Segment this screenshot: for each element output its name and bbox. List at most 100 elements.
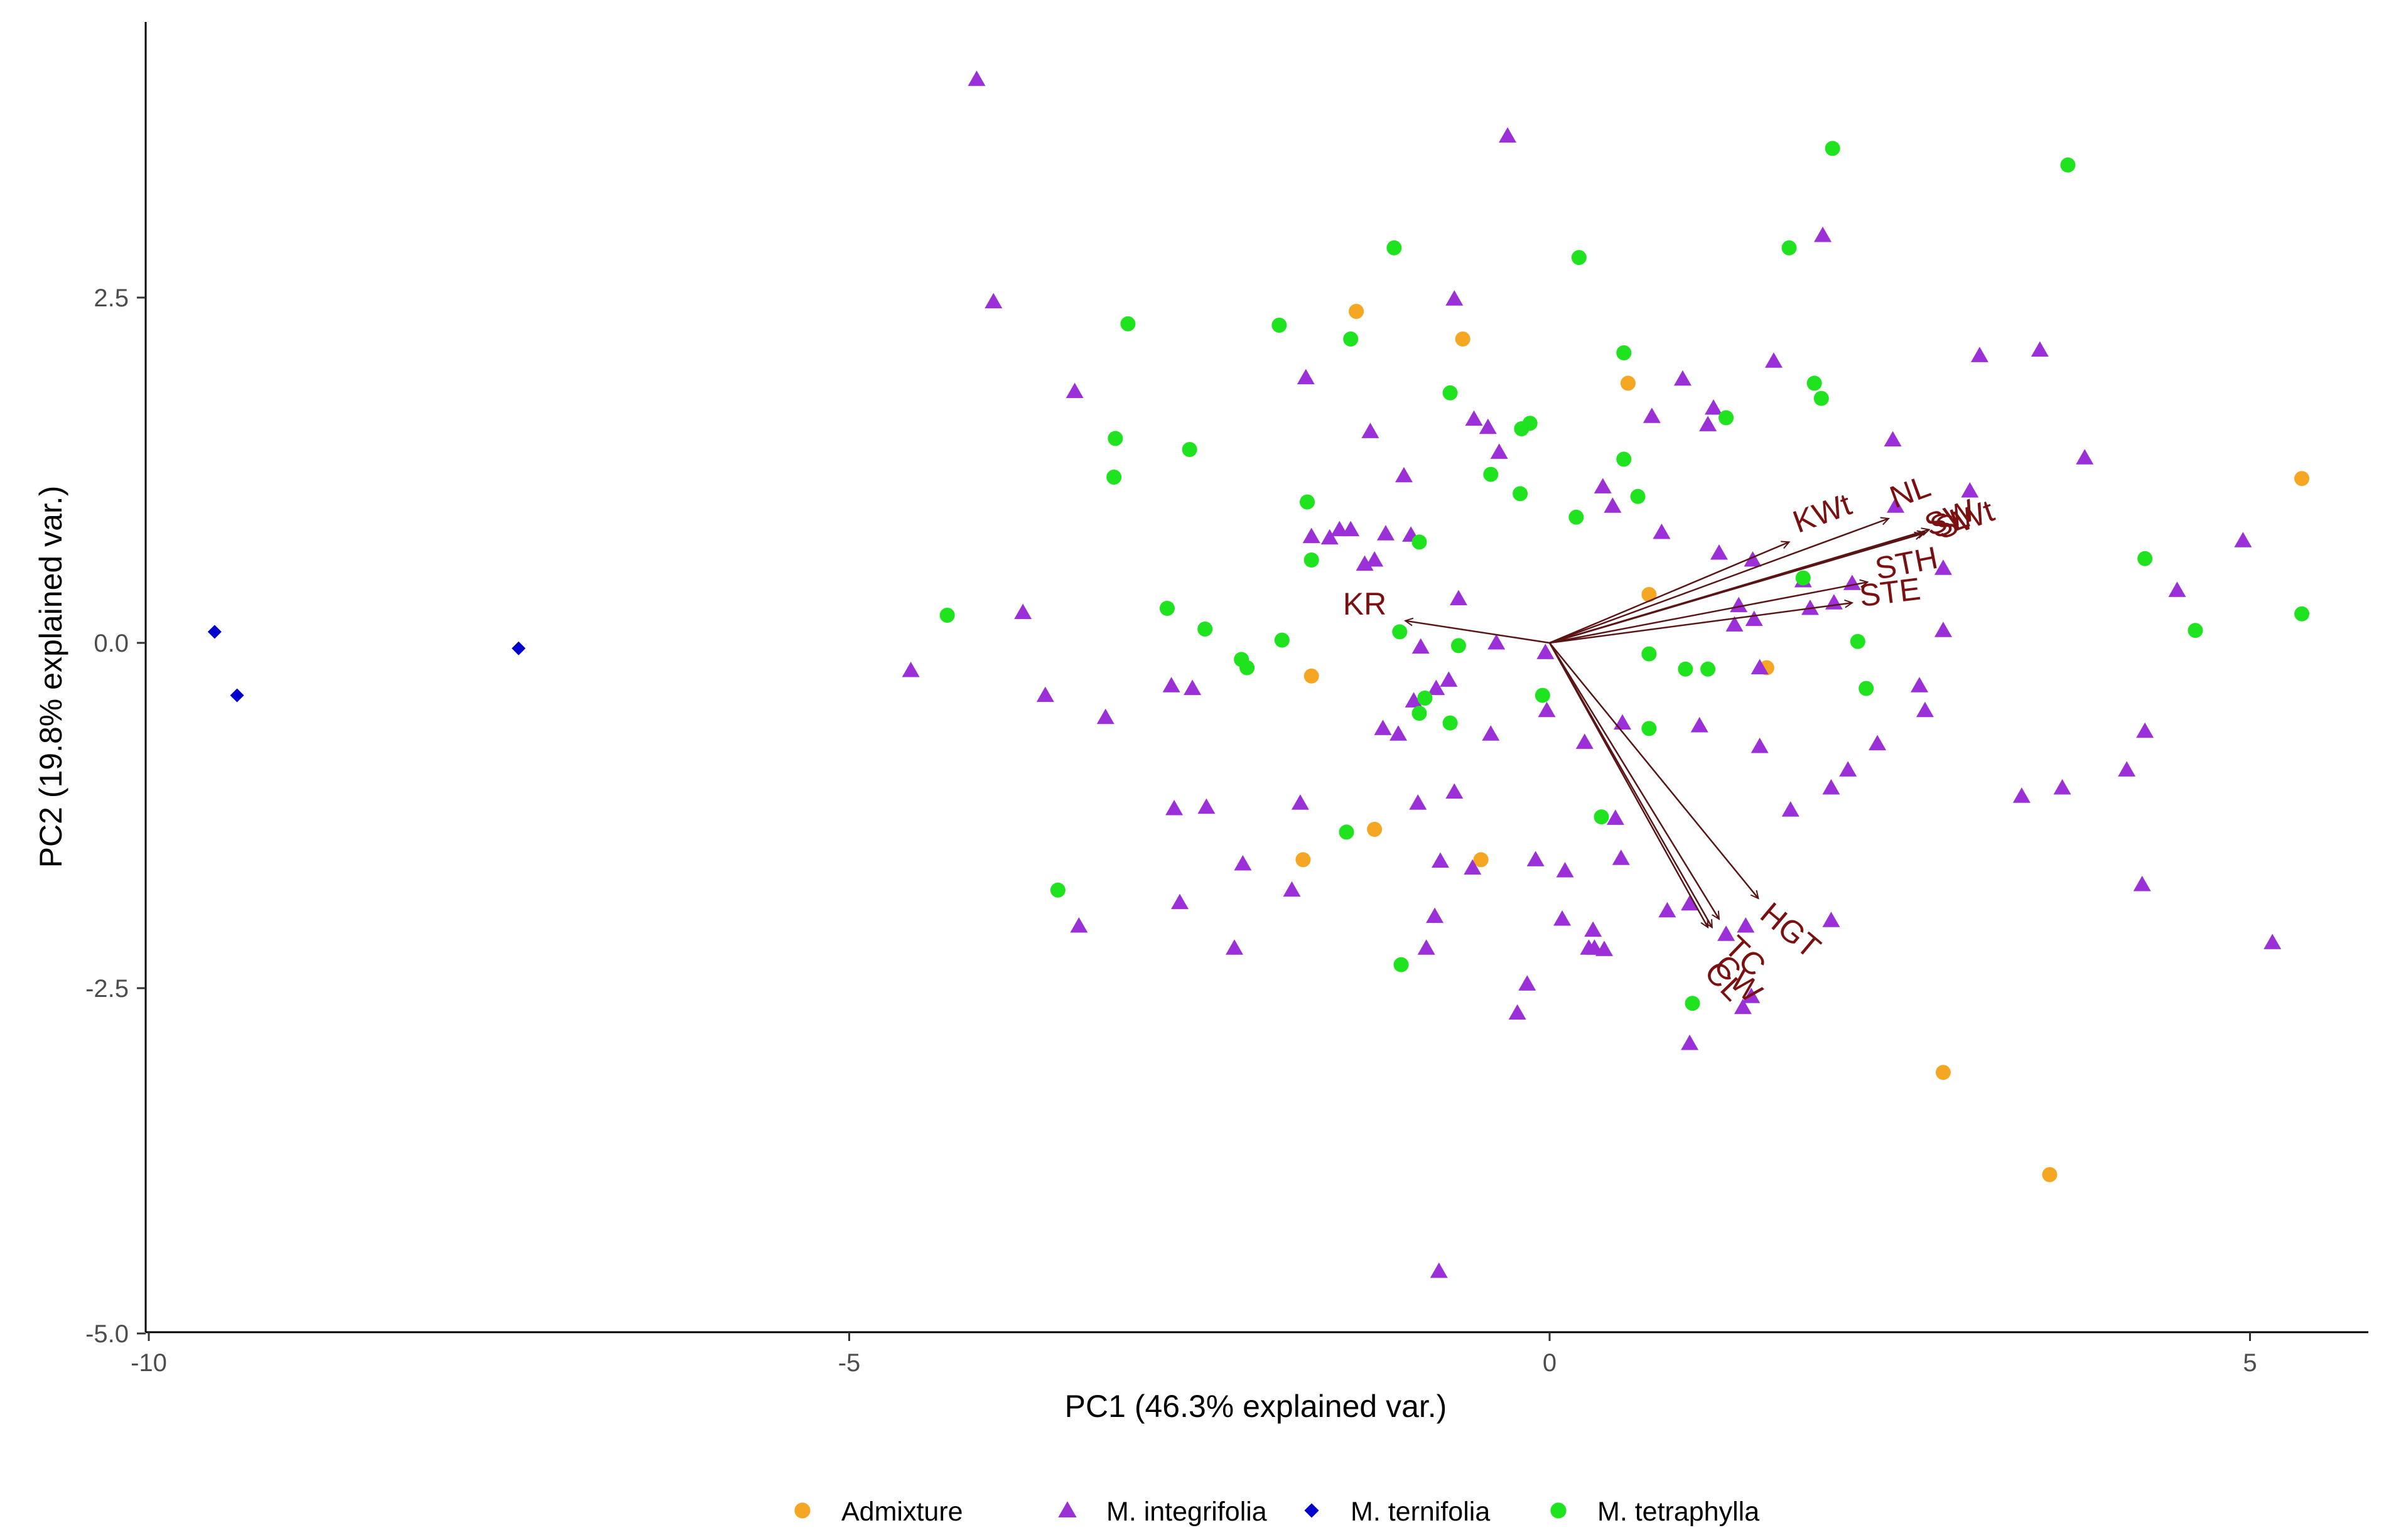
data-point-m-tetraphylla (1386, 240, 1402, 256)
loading-arrow-kr (1405, 621, 1550, 644)
axes-layer (144, 22, 2368, 1333)
data-point-m-integrifolia (2053, 779, 2071, 795)
data-point-m-integrifolia (1681, 895, 1699, 911)
data-point-m-tetraphylla (1700, 661, 1716, 677)
data-point-m-integrifolia (1297, 369, 1315, 385)
data-point-m-tetraphylla (939, 608, 955, 623)
data-point-m-integrifolia (1389, 725, 1408, 741)
loading-arrow-swt (1549, 530, 1929, 644)
data-point-m-integrifolia (2263, 934, 2282, 949)
data-point-m-tetraphylla (1450, 638, 1466, 654)
data-point-m-integrifolia (1184, 679, 1202, 696)
data-point-m-tetraphylla (2294, 606, 2310, 622)
data-point-m-integrifolia (1445, 783, 1464, 799)
data-point-m-tetraphylla (1630, 488, 1646, 504)
data-point-m-integrifolia (1417, 939, 1435, 955)
x-tick-label: -10 (131, 1349, 167, 1377)
data-point-m-integrifolia (1606, 809, 1624, 825)
data-point-m-integrifolia (1690, 717, 1708, 733)
data-point-m-tetraphylla (2137, 551, 2153, 566)
data-point-m-tetraphylla (1159, 601, 1175, 616)
data-point-m-integrifolia (2168, 581, 2186, 597)
data-point-m-integrifolia (1745, 610, 1763, 627)
data-point-m-tetraphylla (1781, 240, 1797, 256)
loading-arrow-kwt (1549, 542, 1789, 644)
data-point-m-tetraphylla (1274, 632, 1290, 648)
data-point-m-integrifolia (1681, 1035, 1699, 1050)
data-point-m-tetraphylla (1339, 824, 1354, 840)
data-point-m-ternifolia (230, 688, 244, 703)
data-point-m-integrifolia (1781, 801, 1799, 817)
data-point-m-integrifolia (1197, 798, 1216, 814)
data-point-m-integrifolia (1405, 692, 1423, 708)
legend-item-admixture: Admixture (794, 1497, 963, 1527)
data-point-m-integrifolia (1839, 761, 1857, 777)
legend-label-m-integrifolia: M. integrifolia (1106, 1497, 1267, 1527)
data-point-m-integrifolia (1614, 714, 1632, 730)
data-point-m-integrifolia (1553, 910, 1572, 926)
data-point-m-integrifolia (1427, 679, 1445, 696)
data-point-m-integrifolia (1604, 497, 1622, 513)
data-point-m-integrifolia (1376, 525, 1395, 541)
data-point-m-integrifolia (1730, 596, 1748, 613)
series-m-tetraphylla (939, 141, 2310, 1011)
data-point-m-integrifolia (2133, 876, 2151, 891)
data-point-m-tetraphylla (1795, 570, 1811, 586)
data-point-m-tetraphylla (1393, 957, 1409, 972)
data-point-m-integrifolia (2234, 532, 2252, 547)
data-point-m-integrifolia (1580, 939, 1598, 955)
x-tick-label: -5 (838, 1349, 861, 1377)
data-point-m-integrifolia (1536, 643, 1555, 659)
data-point-admixture (1620, 375, 1636, 391)
data-point-m-integrifolia (1320, 529, 1339, 545)
data-point-m-integrifolia (1409, 794, 1427, 810)
loading-arrow-tc (1548, 642, 1719, 919)
data-point-m-integrifolia (1226, 939, 1244, 955)
data-point-m-integrifolia (1464, 859, 1482, 875)
data-point-m-integrifolia (1658, 902, 1676, 918)
data-point-m-integrifolia (2136, 722, 2154, 738)
legend-label-m-tetraphylla: M. tetraphylla (1597, 1497, 1759, 1527)
data-point-m-integrifolia (1822, 779, 1840, 795)
data-point-m-integrifolia (1801, 600, 1819, 615)
data-point-m-integrifolia (1234, 855, 1252, 871)
legend-item-m-tetraphylla: M. tetraphylla (1550, 1497, 1759, 1527)
data-point-m-tetraphylla (1813, 390, 1829, 406)
data-point-m-tetraphylla (1568, 509, 1584, 525)
x-axis-title: PC1 (46.3% explained var.) (1065, 1389, 1447, 1424)
data-point-m-integrifolia (1538, 701, 1556, 718)
loading-label-kr: KR (1343, 586, 1386, 622)
data-point-admixture (1367, 822, 1383, 837)
data-point-m-integrifolia (1482, 725, 1500, 741)
data-point-m-tetraphylla (1392, 624, 1408, 640)
data-point-m-tetraphylla (1535, 687, 1550, 703)
loading-label-swt: SWt (1931, 493, 1999, 546)
data-point-m-integrifolia (2031, 341, 2049, 357)
data-point-m-ternifolia (511, 641, 526, 655)
data-point-m-tetraphylla (1850, 633, 1865, 649)
data-point-m-tetraphylla (1859, 681, 1874, 696)
data-point-m-integrifolia (2012, 787, 2031, 803)
data-point-m-integrifolia (1699, 416, 1717, 431)
data-point-m-integrifolia (1884, 431, 1902, 447)
data-point-m-tetraphylla (1718, 410, 1734, 426)
data-point-m-integrifolia (1283, 881, 1301, 897)
data-point-m-integrifolia (1431, 852, 1449, 868)
data-point-m-integrifolia (1374, 719, 1392, 735)
data-point-m-tetraphylla (1411, 706, 1427, 721)
data-point-m-integrifolia (1869, 735, 1887, 751)
y-tick-label: 0.0 (94, 630, 129, 657)
data-point-m-integrifolia (2076, 449, 2094, 465)
data-point-m-tetraphylla (1300, 494, 1315, 510)
data-point-m-tetraphylla (1343, 331, 1359, 347)
data-point-admixture (2294, 471, 2310, 487)
y-tick-label: -2.5 (85, 975, 129, 1003)
data-point-m-tetraphylla (1442, 715, 1458, 731)
legend-label-admixture: Admixture (841, 1497, 963, 1527)
data-point-m-integrifolia (1961, 482, 1979, 498)
loading-label-kwt: KWt (1788, 487, 1856, 540)
data-point-m-integrifolia (1361, 423, 1379, 438)
data-point-m-tetraphylla (1641, 721, 1657, 736)
data-point-m-tetraphylla (1825, 141, 1840, 156)
